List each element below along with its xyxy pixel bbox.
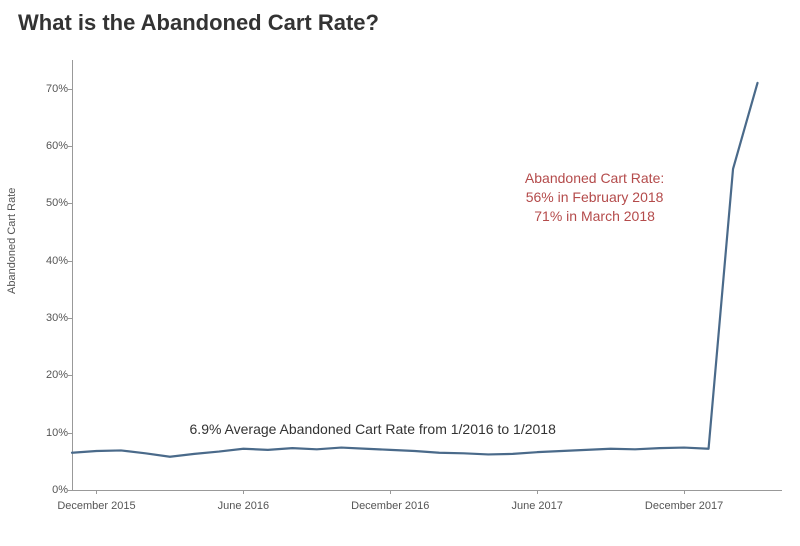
- x-tick-mark: [684, 490, 685, 494]
- y-tick-mark: [68, 490, 72, 491]
- x-tick-mark: [537, 490, 538, 494]
- annotation-avg-label: 6.9% Average Abandoned Cart Rate from 1/…: [190, 421, 556, 437]
- y-tick-mark: [68, 318, 72, 319]
- x-tick-label: December 2017: [645, 500, 723, 512]
- y-tick-label: 50%: [34, 197, 68, 209]
- y-tick-mark: [68, 375, 72, 376]
- plot-area: 0%10%20%30%40%50%60%70%December 2015June…: [72, 60, 782, 490]
- y-tick-label: 20%: [34, 369, 68, 381]
- x-tick-mark: [243, 490, 244, 494]
- y-tick-label: 40%: [34, 255, 68, 267]
- x-axis-line: [72, 490, 782, 491]
- y-tick-mark: [68, 203, 72, 204]
- y-tick-label: 70%: [34, 83, 68, 95]
- x-tick-label: December 2016: [351, 500, 429, 512]
- x-tick-label: December 2015: [57, 500, 135, 512]
- y-tick-label: 30%: [34, 312, 68, 324]
- chart-container: Abandoned Cart Rate 0%10%20%30%40%50%60%…: [0, 50, 800, 546]
- y-axis-label: Abandoned Cart Rate: [6, 188, 18, 294]
- line-path: [72, 83, 758, 457]
- y-tick-label: 60%: [34, 140, 68, 152]
- page-title: What is the Abandoned Cart Rate?: [18, 10, 379, 36]
- x-tick-label: June 2016: [218, 500, 269, 512]
- y-tick-mark: [68, 433, 72, 434]
- x-tick-mark: [390, 490, 391, 494]
- y-tick-mark: [68, 146, 72, 147]
- y-tick-mark: [68, 89, 72, 90]
- y-tick-label: 0%: [34, 484, 68, 496]
- y-tick-mark: [68, 261, 72, 262]
- x-tick-mark: [96, 490, 97, 494]
- x-tick-label: June 2017: [511, 500, 562, 512]
- annotation-spike-label: Abandoned Cart Rate: 56% in February 201…: [525, 169, 664, 226]
- y-tick-label: 10%: [34, 427, 68, 439]
